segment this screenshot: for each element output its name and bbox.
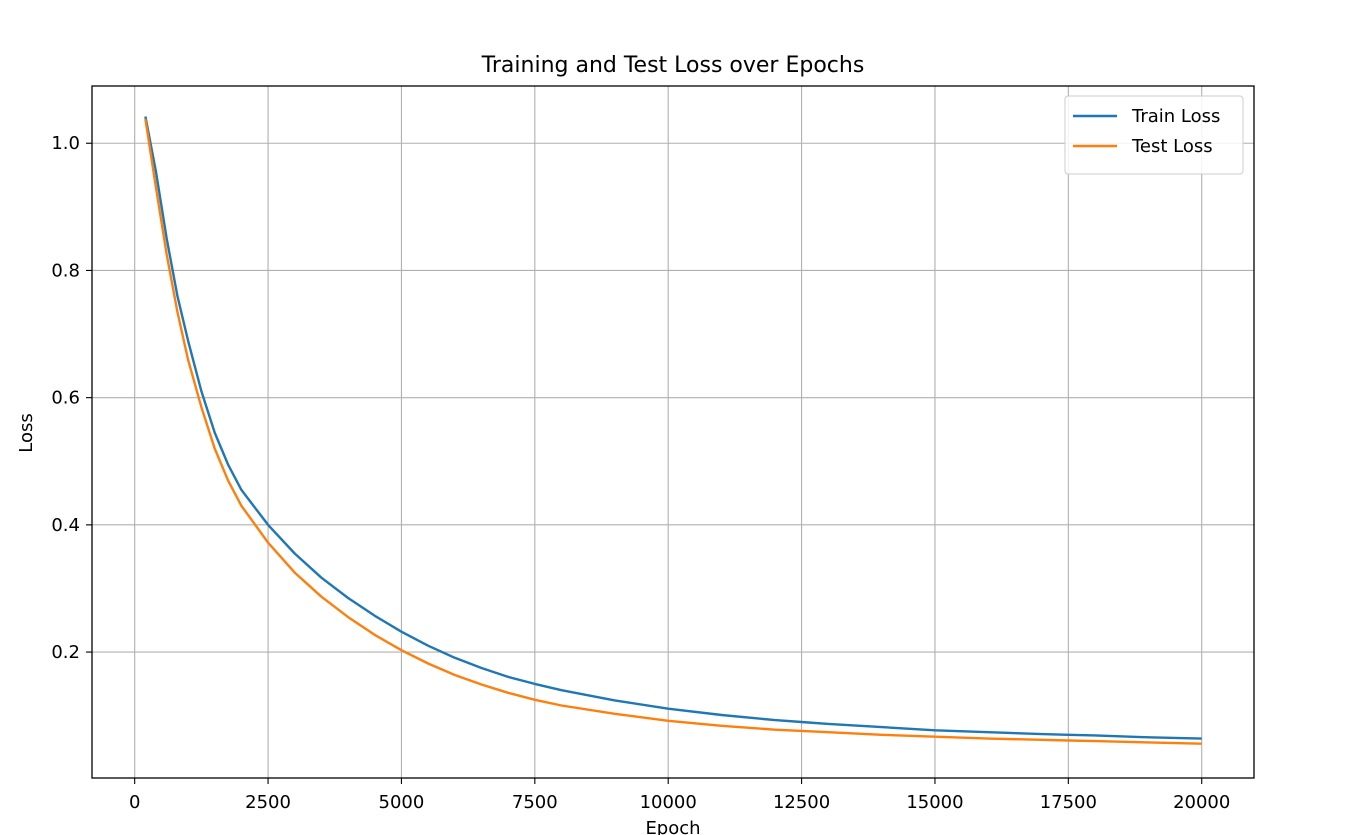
y-tick-label: 0.4 <box>51 515 80 536</box>
series-lines <box>144 116 1202 745</box>
legend: Train Loss Test Loss <box>1064 95 1244 175</box>
x-tick-label: 15000 <box>906 792 963 813</box>
legend-entry-label: Test Loss <box>1131 136 1213 157</box>
plot-area-frame <box>91 85 1255 779</box>
x-tick-label: 12500 <box>773 792 830 813</box>
x-tick-label: 10000 <box>640 792 697 813</box>
x-tick-label: 5000 <box>379 792 425 813</box>
y-tick-label: 0.8 <box>51 260 80 281</box>
y-tick-label: 0.6 <box>51 388 80 409</box>
x-tick-label: 7500 <box>512 792 558 813</box>
chart-title: Training and Test Loss over Epochs <box>481 53 865 78</box>
y-tick-label: 0.2 <box>51 642 80 663</box>
legend-entry-label: Train Loss <box>1131 106 1220 127</box>
series-line-train-loss <box>144 116 1202 740</box>
axis-ticks: 0 2500 5000 7500 10000 12500 15000 17500 20000 0.… <box>51 133 1230 813</box>
x-tick-label: 0 <box>129 792 140 813</box>
x-axis-label: Epoch <box>645 818 700 835</box>
x-tick-label: 2500 <box>245 792 291 813</box>
y-axis-label: Loss <box>16 413 37 452</box>
x-tick-label: 17500 <box>1040 792 1097 813</box>
grid-lines <box>92 86 1254 778</box>
series-line-test-loss <box>144 118 1202 745</box>
y-tick-label: 1.0 <box>51 133 80 154</box>
x-tick-label: 20000 <box>1173 792 1230 813</box>
